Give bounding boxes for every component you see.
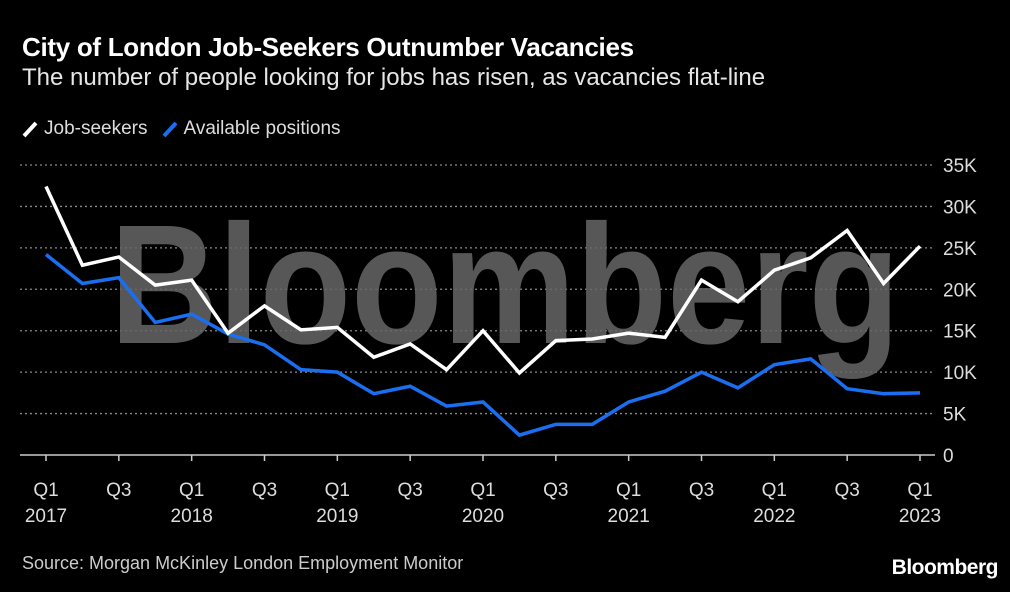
x-tick-label: Q3 <box>834 480 859 501</box>
x-tick-label: Q1 <box>470 480 495 501</box>
legend-item-job-seekers: Job-seekers <box>22 118 148 140</box>
chart-title: City of London Job-Seekers Outnumber Vac… <box>22 32 634 62</box>
x-tick-label: Q3 <box>252 480 277 501</box>
y-tick-label: 35K <box>943 156 977 177</box>
x-tick-label: Q3 <box>689 480 714 501</box>
x-tick-label: Q1 <box>762 480 787 501</box>
x-tick-label: Q1 <box>325 480 350 501</box>
watermark: Bloomberg <box>110 190 900 380</box>
x-tick-year-label: 2022 <box>753 506 795 527</box>
x-tick-year-label: 2017 <box>25 506 67 527</box>
x-tick-label: Q1 <box>616 480 641 501</box>
y-tick-label: 20K <box>943 280 977 301</box>
x-tick-label: Q1 <box>179 480 204 501</box>
x-tick-year-label: 2019 <box>316 506 358 527</box>
legend-label: Available positions <box>183 118 341 139</box>
x-tick-label: Q3 <box>543 480 568 501</box>
x-tick-label: Q3 <box>397 480 422 501</box>
y-tick-label: 0 <box>943 446 954 467</box>
x-tick-year-label: 2023 <box>899 506 941 527</box>
x-tick-label: Q3 <box>106 480 131 501</box>
bloomberg-logo: Bloomberg <box>891 556 999 579</box>
chart-subtitle: The number of people looking for jobs ha… <box>22 64 766 91</box>
legend-label: Job-seekers <box>44 118 148 139</box>
y-tick-label: 25K <box>943 239 977 260</box>
x-tick-year-label: 2018 <box>171 506 213 527</box>
y-tick-label: 10K <box>943 363 977 384</box>
legend: Job-seekers Available positions <box>22 118 341 140</box>
legend-item-available-positions: Available positions <box>162 118 341 140</box>
x-tick-label: Q1 <box>33 480 58 501</box>
y-tick-label: 15K <box>943 322 977 343</box>
x-tick-label: Q1 <box>907 480 932 501</box>
legend-swatch-icon <box>162 121 177 138</box>
y-tick-label: 30K <box>943 197 977 218</box>
legend-swatch-icon <box>22 121 38 138</box>
x-tick-year-label: 2021 <box>608 506 650 527</box>
x-tick-year-label: 2020 <box>462 506 504 527</box>
y-tick-label: 5K <box>943 405 967 426</box>
source-note: Source: Morgan McKinley London Employmen… <box>22 553 464 573</box>
